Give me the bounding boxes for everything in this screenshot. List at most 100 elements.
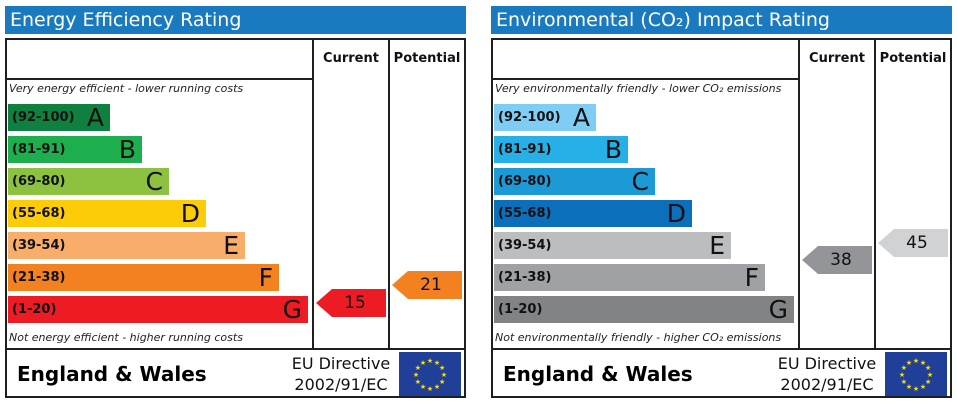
star-icon: ★ <box>427 357 433 365</box>
band-range: (39-54) <box>12 238 66 253</box>
header-divider <box>7 78 312 80</box>
star-icon: ★ <box>441 371 447 379</box>
star-icon: ★ <box>925 364 931 372</box>
star-icon: ★ <box>415 364 421 372</box>
top-caption: Very energy efficient - lower running co… <box>9 82 244 95</box>
current-column-header: Current <box>323 51 379 66</box>
eu-flag-icon: ★ ★ ★ ★ ★ ★ ★ ★ ★ ★ ★ ★ <box>399 352 461 396</box>
top-caption: Very environmentally friendly - lower CO… <box>495 82 782 95</box>
band-range: (1-20) <box>498 302 543 317</box>
arrow-shape <box>316 289 386 317</box>
star-icon: ★ <box>434 359 440 367</box>
rating-band-e: (39-54) E <box>494 231 731 260</box>
eu-stars-circle: ★ ★★★★★★★★★★★ <box>899 357 933 393</box>
band-letter: C <box>631 167 649 196</box>
band-letter: G <box>282 295 302 324</box>
current-rating-value: 38 <box>830 250 852 270</box>
current-rating-arrow: 38 <box>802 246 872 274</box>
rating-band-a: (92-100) A <box>8 103 110 132</box>
rating-band-g: (1-20) G <box>8 295 308 324</box>
band-letter: G <box>768 295 788 324</box>
potential-rating-value: 45 <box>906 233 928 253</box>
band-range: (69-80) <box>498 174 552 189</box>
rating-band-b: (81-91) B <box>494 135 628 164</box>
star-icon: ★ <box>439 378 445 386</box>
star-icon: ★ <box>413 371 419 379</box>
rating-band-f: (21-38) F <box>494 263 765 292</box>
rating-band-a: (92-100) A <box>494 103 596 132</box>
potential-rating-arrow: 21 <box>392 271 462 299</box>
band-range: (81-91) <box>498 142 552 157</box>
star-icon: ★ <box>899 371 905 379</box>
column-divider <box>874 40 876 348</box>
band-range: (55-68) <box>12 206 66 221</box>
star-icon: ★ <box>925 378 931 386</box>
star-icon: ★ <box>427 385 433 393</box>
star-icon: ★ <box>901 378 907 386</box>
band-letter: B <box>604 135 622 164</box>
header-divider <box>493 78 798 80</box>
eu-flag-icon: ★ ★ ★ ★ ★ ★ ★ ★ ★ ★ ★ ★ <box>885 352 947 396</box>
eu-stars-circle: ★ ★★★★★★★★★★★ <box>413 357 447 393</box>
band-letter: B <box>118 135 136 164</box>
region-label: England & Wales <box>17 362 207 386</box>
star-icon: ★ <box>420 383 426 391</box>
star-icon: ★ <box>906 359 912 367</box>
footer-divider <box>7 348 464 350</box>
band-range: (1-20) <box>12 302 57 317</box>
rating-band-c: (69-80) C <box>8 168 169 196</box>
directive-label: EU Directive 2002/91/EC <box>771 353 883 395</box>
column-divider <box>388 40 390 348</box>
star-icon: ★ <box>913 385 919 393</box>
rating-band-d: (55-68) D <box>8 199 206 228</box>
star-icon: ★ <box>906 383 912 391</box>
star-icon: ★ <box>901 364 907 372</box>
band-letter: F <box>744 263 759 292</box>
directive-label: EU Directive 2002/91/EC <box>285 353 397 395</box>
rating-band-c: (69-80) C <box>494 167 655 196</box>
arrow-shape <box>802 246 872 274</box>
rating-band-d: (55-68) D <box>494 199 692 228</box>
arrow-shape <box>878 229 948 257</box>
directive-line1: EU Directive <box>291 354 391 373</box>
band-letter: E <box>709 231 725 260</box>
band-letter: D <box>180 199 200 228</box>
bottom-caption: Not environmentally friendly - higher CO… <box>495 331 782 344</box>
band-range: (55-68) <box>498 206 552 221</box>
rating-frame: Current Potential Very energy efficient … <box>5 38 466 398</box>
star-icon: ★ <box>920 383 926 391</box>
band-letter: E <box>223 231 239 260</box>
environmental-impact-panel: Environmental (CO₂) Impact Rating Curren… <box>491 6 952 398</box>
band-range: (39-54) <box>498 238 552 253</box>
band-letter: A <box>86 103 104 132</box>
band-range: (92-100) <box>498 110 561 125</box>
rating-band-f: (21-38) F <box>8 263 279 292</box>
directive-line2: 2002/91/EC <box>780 375 874 394</box>
arrow-shape <box>392 271 462 299</box>
star-icon: ★ <box>913 357 919 365</box>
rating-band-b: (81-91) B <box>8 135 142 164</box>
region-label: England & Wales <box>503 362 693 386</box>
footer-divider <box>493 348 950 350</box>
band-range: (81-91) <box>12 142 66 157</box>
potential-rating-arrow: 45 <box>878 229 948 257</box>
column-divider <box>798 40 800 348</box>
band-range: (92-100) <box>12 110 75 125</box>
star-icon: ★ <box>434 383 440 391</box>
panel-title: Environmental (CO₂) Impact Rating <box>491 6 952 34</box>
band-letter: A <box>572 103 590 132</box>
potential-column-header: Potential <box>879 51 947 66</box>
current-rating-arrow: 15 <box>316 289 386 317</box>
potential-column-header: Potential <box>393 51 461 66</box>
current-column-header: Current <box>809 51 865 66</box>
star-icon: ★ <box>920 359 926 367</box>
bottom-caption: Not energy efficient - higher running co… <box>9 331 243 344</box>
potential-rating-value: 21 <box>420 275 442 295</box>
column-divider <box>312 40 314 348</box>
energy-efficiency-panel: Energy Efficiency Rating Current Potenti… <box>5 6 466 398</box>
band-range: (21-38) <box>498 270 552 285</box>
band-letter: D <box>666 199 686 228</box>
band-letter: F <box>258 263 273 292</box>
star-icon: ★ <box>420 359 426 367</box>
rating-band-e: (39-54) E <box>8 231 245 260</box>
